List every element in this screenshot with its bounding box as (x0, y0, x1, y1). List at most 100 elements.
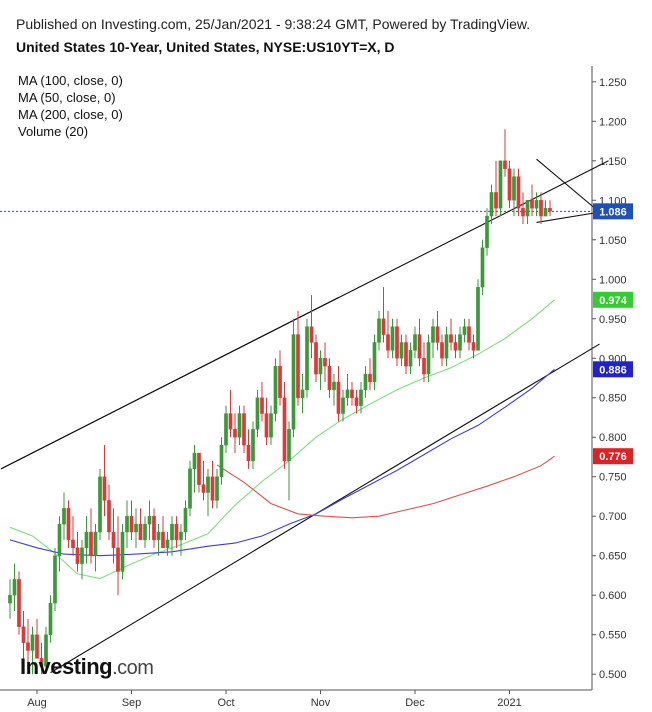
logo-suffix: .com (112, 657, 154, 679)
candle-body (485, 215, 489, 248)
price-badge (593, 291, 633, 308)
y-tick-label: 1.000 (599, 274, 627, 286)
price-badge-label: 0.974 (599, 295, 627, 307)
price-badge (593, 361, 633, 378)
candle-body (287, 429, 291, 462)
candle-body (260, 397, 264, 414)
candle-body (125, 516, 129, 533)
candle-body (278, 365, 282, 398)
candle-body (174, 523, 179, 541)
candle-body (395, 326, 399, 359)
candle-body (377, 318, 381, 343)
candle-body (84, 531, 89, 549)
candle-body (228, 413, 233, 430)
y-tick-label: 0.600 (599, 590, 627, 602)
candle-body (197, 452, 201, 485)
legend-volume: Volume (20) (18, 124, 89, 139)
price-badge-label: 0.886 (599, 364, 627, 376)
y-tick-label: 1.200 (599, 116, 627, 128)
candle-body (75, 547, 80, 564)
candle-body (305, 326, 309, 391)
candle-body (246, 444, 251, 462)
candle-body (12, 579, 17, 596)
candle-body (183, 508, 188, 533)
candle-body (44, 634, 48, 667)
candle-body (422, 358, 426, 375)
candle-body (381, 318, 386, 335)
candle-body (440, 342, 444, 359)
chart-title: United States 10-Year, United States, NY… (16, 39, 395, 55)
candle-body (399, 342, 404, 359)
candle-body (251, 429, 255, 462)
candle-body (489, 192, 494, 217)
candle-body (39, 658, 44, 667)
trend-line (536, 158, 600, 213)
candle-body (341, 397, 345, 414)
y-tick-label: 0.800 (599, 432, 627, 444)
candle-body (359, 389, 363, 406)
price-badge (593, 203, 633, 220)
candle-body (80, 547, 84, 564)
candle-body (111, 531, 116, 549)
candle-body (71, 539, 75, 549)
candle-body (107, 500, 111, 533)
y-tick-label: 0.850 (599, 393, 627, 405)
candle-body (156, 531, 161, 541)
x-tick-label: Nov (311, 697, 331, 709)
candle-body (444, 334, 449, 359)
candle-body (521, 207, 525, 217)
candle-body (102, 476, 107, 501)
candle-body (242, 413, 246, 446)
candle-body (210, 476, 215, 501)
candle-body (390, 326, 395, 351)
legend-ma100: MA (100, close, 0) (18, 73, 123, 88)
candle-body (21, 626, 26, 643)
candle-body (354, 397, 359, 406)
candle-body (498, 160, 503, 209)
candle-body (215, 476, 219, 501)
candle-body (53, 555, 57, 604)
candle-body (435, 326, 440, 343)
x-tick-label: Sep (122, 697, 142, 709)
candle-body (467, 326, 471, 343)
y-tick-label: 0.500 (599, 669, 627, 681)
candle-body (93, 531, 98, 556)
x-tick-label: Dec (405, 697, 425, 709)
candle-body (345, 389, 350, 398)
y-tick-label: 0.950 (599, 314, 627, 326)
candle-body (431, 326, 435, 343)
candle-body (462, 326, 467, 335)
candle-body (219, 444, 224, 477)
candle-body (116, 547, 120, 572)
candle-body (534, 200, 539, 209)
candle-body (503, 160, 507, 169)
candle-body (170, 523, 174, 541)
x-tick-label: Oct (217, 697, 234, 709)
legend-ma50: MA (50, close, 0) (18, 90, 116, 105)
candle-body (332, 381, 336, 391)
candle-body (138, 523, 143, 541)
trend-line (0, 160, 609, 470)
price-badge (593, 448, 633, 465)
candle-body (48, 602, 53, 635)
y-tick-label: 0.650 (599, 551, 627, 563)
candle-body (530, 200, 534, 209)
candle-body (368, 373, 372, 383)
investing-logo: Investing.com (20, 654, 154, 680)
candle-body (408, 350, 413, 367)
candle-body (8, 595, 12, 604)
candle-body (327, 365, 332, 391)
candle-body (30, 634, 35, 651)
candle-body (134, 523, 138, 533)
candle-body (543, 207, 548, 217)
candle-body (417, 334, 422, 359)
candle-body (350, 389, 354, 398)
trend-line (536, 211, 600, 223)
candle-body (35, 634, 39, 659)
y-tick-label: 1.250 (599, 77, 627, 89)
candle-body (480, 247, 485, 288)
candle-body (26, 642, 30, 651)
candle-body (255, 397, 260, 430)
ma-line (9, 299, 555, 580)
